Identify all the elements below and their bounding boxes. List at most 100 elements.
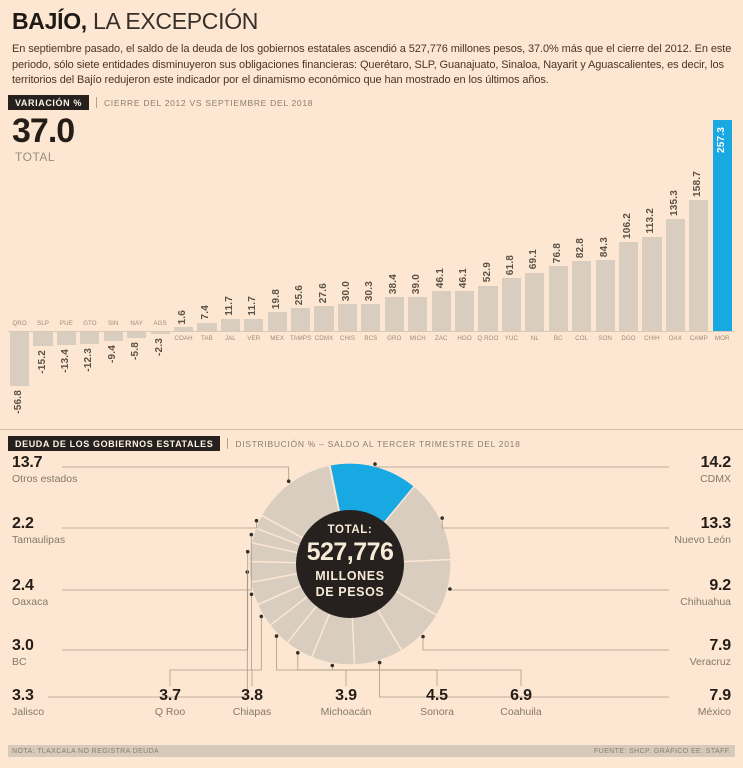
bar-value-BC: 76.8: [551, 243, 563, 264]
header-separator: [227, 438, 229, 449]
bar-category-BC: BC: [553, 335, 563, 342]
pie-callout-México: 7.9 México: [621, 688, 731, 718]
pie-callout-value: 13.3: [700, 515, 732, 532]
pie-section-caption: DISTRIBUCIÓN % – SALDO AL TERCER TRIMEST…: [235, 438, 521, 449]
leader-line-México: [379, 662, 669, 698]
bar-value-CDMX: 27.6: [317, 282, 329, 304]
bar-value-PUE: -13.4: [59, 348, 71, 373]
pie-callout-value: 4.5: [426, 687, 448, 704]
bar-category-HGO: HGO: [457, 335, 472, 342]
bar-MEX: [267, 312, 287, 331]
leader-line-Oaxaca: [62, 534, 252, 591]
leader-dot-Q Roo: [249, 592, 254, 597]
pie-callout-name: Tamaulipas: [12, 534, 66, 546]
bar-value-CHIH: 113.2: [645, 208, 657, 234]
bar-GRO: [384, 297, 404, 331]
page-title-bold: BAJÍO,: [12, 8, 87, 34]
bar-value-JAL: 11.7: [223, 296, 235, 317]
leader-dot-Michoacán: [274, 634, 279, 638]
bar-value-CAMP: 158.7: [692, 170, 704, 197]
bar-value-TAB: 7.4: [200, 305, 212, 320]
bar-ZAC: [431, 291, 451, 331]
total-variation-label: TOTAL: [15, 150, 56, 164]
pie-callout-Veracruz: 7.9 Veracruz: [621, 637, 732, 668]
bar-value-CHIS: 30.0: [340, 280, 352, 302]
footer-note: NOTA: TLAXCALA NO REGISTRA DEUDA: [12, 747, 160, 755]
pie-callout-Oaxaca: 2.4 Oaxaca: [12, 578, 122, 608]
pie-callout-Otros estados: 13.7 Otros estados: [12, 455, 122, 485]
bar-value-GTO: -12.3: [83, 347, 95, 372]
bar-category-SIN: SIN: [107, 320, 119, 327]
bar-category-CHIS: CHIS: [339, 335, 356, 342]
bar-value-QRO: -56.8: [13, 389, 25, 414]
pie-callout-name: BC: [12, 656, 27, 668]
footer-bar: NOTA: TLAXCALA NO REGISTRA DEUDA FUENTE:…: [8, 745, 735, 757]
bar-category-DGO: DGO: [621, 335, 636, 342]
bar-category-COL: COL: [575, 335, 589, 342]
bar-category-QRO: QRO: [12, 320, 27, 327]
bar-category-COAH: COAH: [174, 335, 193, 342]
leader-dot-Coahuila: [330, 663, 335, 668]
bar-value-COL: 82.8: [575, 238, 587, 259]
pie-callout-value: 3.9: [335, 687, 357, 704]
bar-TAB: [197, 322, 217, 331]
bar-category-OAX: OAX: [668, 335, 683, 342]
pie-callout-Chiapas: 3.8 Chiapas: [207, 688, 297, 718]
pie-callout-value: 9.2: [709, 577, 731, 594]
leader-dot-Veracruz: [421, 634, 425, 639]
pie-center-line4: DE PESOS: [315, 585, 385, 599]
pie-callout-name: Veracruz: [689, 656, 731, 668]
bar-category-NL: NL: [530, 335, 539, 342]
pie-callout-value: 3.8: [241, 687, 263, 704]
leader-line-BC: [62, 551, 249, 651]
bar-VER: [244, 319, 264, 331]
pie-callout-name: Sonora: [420, 706, 454, 718]
pie-callout-value: 2.4: [12, 577, 34, 594]
bar-category-VER: VER: [247, 335, 261, 342]
bar-value-NAY: -5.8: [130, 341, 142, 360]
bar-category-CAMP: CAMP: [689, 335, 708, 342]
bar-SON: [595, 260, 615, 331]
bar-value-COAH: 1.6: [177, 309, 189, 325]
bar-section-badge: VARIACIÓN %: [8, 95, 89, 110]
bar-category-SLP: SLP: [37, 320, 50, 327]
pie-center-line3: MILLONES: [315, 569, 385, 583]
bar-category-Q.ROO: Q.ROO: [477, 335, 499, 342]
pie-callout-value: 3.3: [12, 687, 34, 704]
bar-category-CHIH: CHIH: [644, 335, 660, 342]
bar-category-ZAC: ZAC: [434, 335, 448, 342]
pie-center-total: TOTAL: 527,776 MILLONES DE PESOS: [282, 524, 418, 599]
bar-CAMP: [689, 199, 709, 331]
pie-callout-Michoacán: 3.9 Michoacán: [301, 688, 391, 718]
pie-callout-Coahuila: 6.9 Coahuila: [476, 688, 566, 718]
page-title-rest: LA EXCEPCIÓN: [86, 8, 259, 34]
bar-TAMPS: [291, 307, 311, 331]
bar-YUC: [501, 278, 521, 331]
pie-callout-name: Nuevo León: [674, 534, 731, 546]
leader-dot-Chiapas: [259, 614, 264, 619]
bar-value-VER: 11.7: [247, 296, 259, 317]
pie-callout-value: 6.9: [510, 687, 532, 704]
bar-CDMX: [314, 306, 334, 331]
bar-DGO: [618, 242, 639, 331]
leader-line-Nuevo León: [441, 518, 669, 529]
leader-dot-México: [377, 660, 382, 665]
bar-SIN: [103, 332, 123, 341]
bar-MICH: [408, 296, 428, 331]
pie-callout-value: 7.9: [709, 637, 731, 654]
leader-line-Sonora: [297, 652, 438, 686]
section-divider: [0, 429, 743, 430]
bar-value-AGS: -2.3: [153, 338, 165, 357]
bar-category-BCS: BCS: [364, 335, 378, 342]
leader-dot-Tamaulipas: [254, 518, 259, 523]
pie-callout-name: Otros estados: [12, 473, 78, 485]
pie-callout-Chihuahua: 9.2 Chihuahua: [621, 578, 731, 608]
bar-value-DGO: 106.2: [622, 213, 634, 240]
bar-category-JAL: JAL: [224, 335, 236, 342]
pie-callout-value: 2.2: [12, 515, 34, 532]
bar-category-GTO: GTO: [83, 320, 97, 327]
pie-callout-value: 3.0: [12, 637, 34, 654]
pie-callout-name: Coahuila: [500, 706, 542, 718]
bar-category-TAMPS: TAMPS: [289, 335, 312, 342]
